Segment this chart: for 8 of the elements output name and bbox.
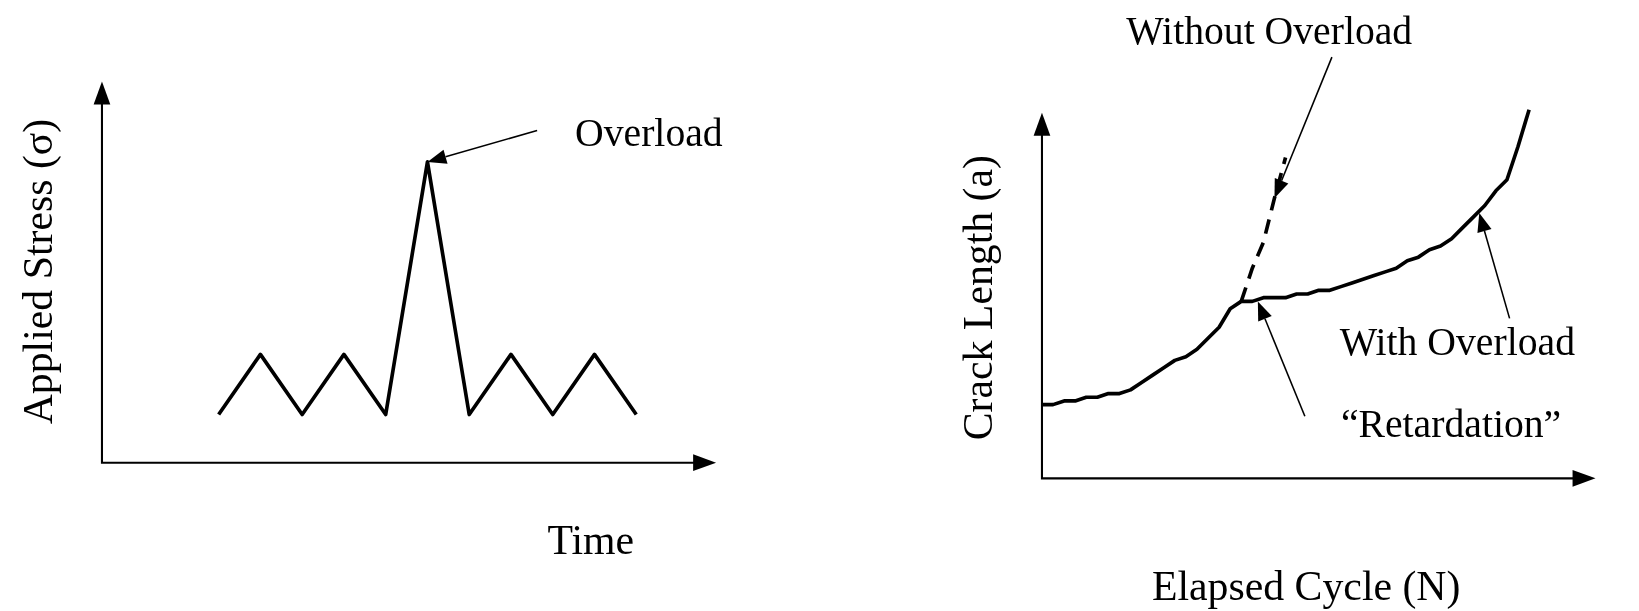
x-axis-title: Elapsed Cycle (N) — [1151, 562, 1461, 610]
annotation: “Retardation” — [1340, 402, 1562, 447]
y-axis-title: Applied Stress (σ) — [15, 118, 63, 425]
x-axis-title: Time — [547, 516, 635, 563]
text: Overload — [575, 111, 723, 156]
y-axis-title: Crack Length (a) — [955, 155, 1003, 441]
legend-label: With Overload — [1339, 319, 1576, 364]
text: Without Overload — [1126, 8, 1413, 53]
